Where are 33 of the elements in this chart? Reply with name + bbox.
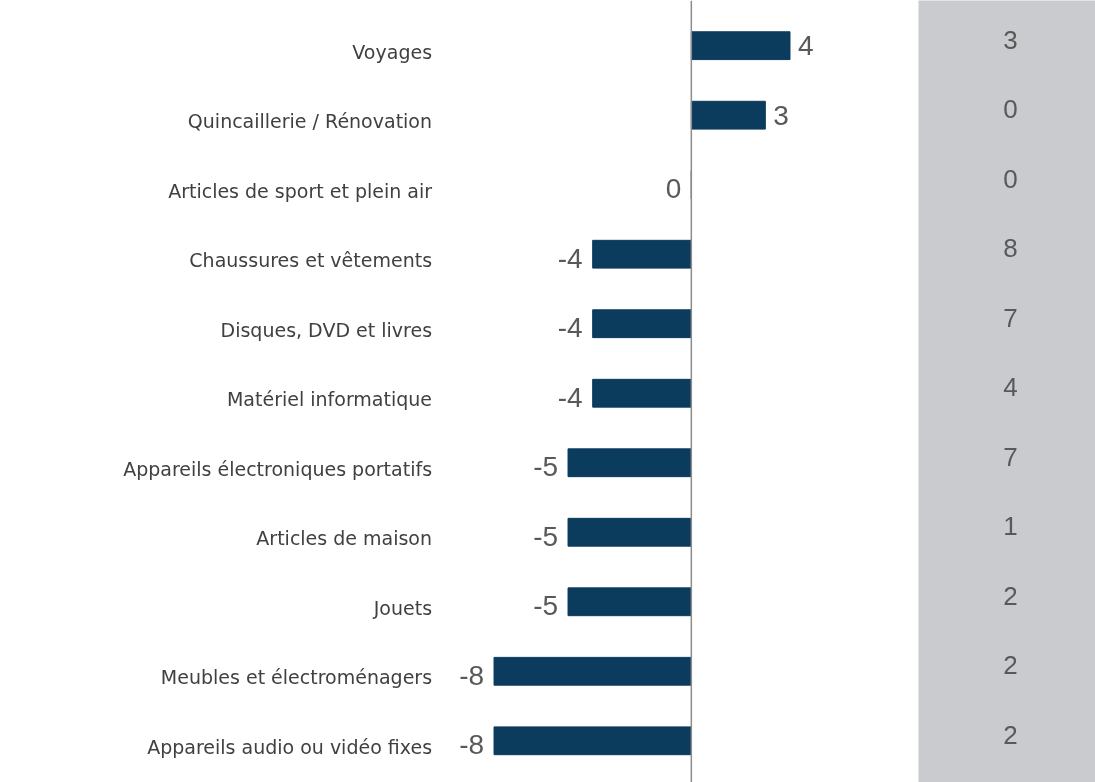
data-label: -4 [557,381,583,413]
data-label: 1 [1003,511,1018,542]
data-label: -5 [533,590,559,622]
y-tick-label: Matériel informatique [226,388,433,411]
y-tick-label: Meubles et électroménagers [160,666,433,689]
data-label: -8 [459,729,485,761]
y-tick-label: Disques, DVD et livres [220,318,433,341]
y-tick-label: Quincaillerie / Rénovation [187,110,433,133]
data-label: 0 [1003,163,1018,194]
y-tick-label: Articles de maison [256,527,433,550]
data-label: 7 [1003,441,1018,472]
data-label: 4 [798,30,814,62]
data-label: 8 [1003,233,1018,264]
y-tick-label: Voyages [352,40,433,63]
data-label: 0 [1003,94,1018,125]
data-label: 2 [1003,580,1018,611]
data-label: 0 [665,173,682,205]
y-tick-label: Jouets [372,596,433,619]
data-label: 3 [1003,24,1018,55]
data-label: -5 [533,520,559,552]
y-tick-label: Chaussures et vêtements [189,249,433,272]
data-label: 7 [1003,302,1018,333]
data-label: 2 [1003,650,1018,681]
data-label: 2 [1003,719,1018,750]
y-tick-label: Appareils électroniques portatifs [123,457,433,480]
y-tick-label: Articles de sport et plein air [168,179,433,202]
data-label: -4 [557,312,583,344]
data-label: -8 [459,659,485,691]
data-label: -4 [557,242,583,274]
y-tick-label: Appareils audio ou vidéo fixes [147,735,433,758]
data-label: 4 [1003,372,1018,403]
data-label: -5 [533,451,559,483]
data-label: 3 [773,99,789,131]
